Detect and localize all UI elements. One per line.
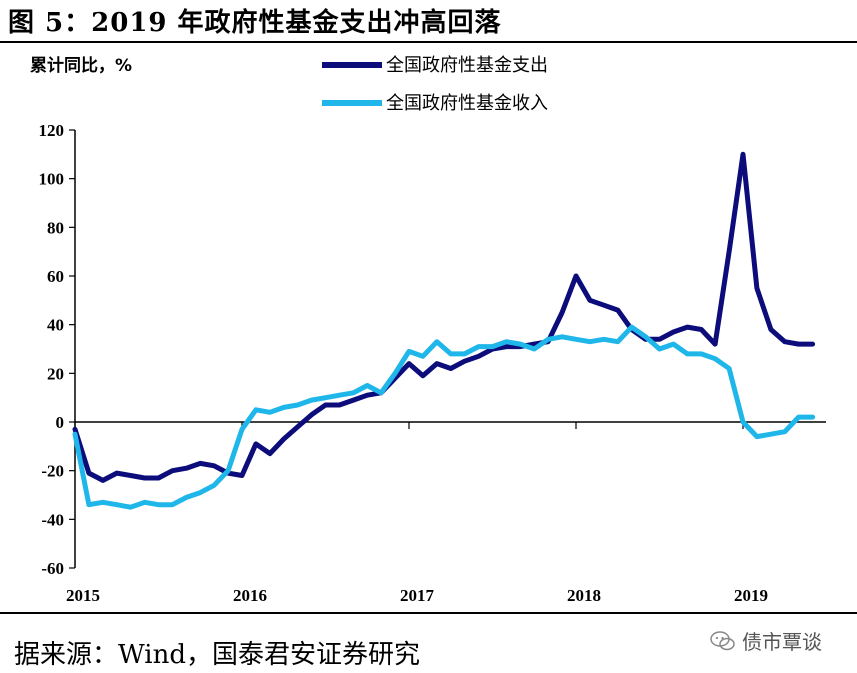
- series-line-1: [72, 151, 816, 483]
- x-tick-label: 2019: [734, 586, 768, 605]
- chart-lines: [72, 151, 816, 510]
- source-note: 据来源：Wind，国泰君安证券研究: [14, 640, 420, 670]
- y-tick-label: 40: [47, 316, 64, 335]
- y-tick-label: 20: [47, 364, 64, 383]
- figure-title: 图 5：2019 年政府性基金支出冲高回落: [8, 8, 502, 38]
- wechat-icon: [710, 630, 735, 650]
- y-tick-label: 80: [47, 218, 64, 237]
- legend-label-2: 全国政府性基金收入: [386, 93, 548, 114]
- y-tick-label: -60: [41, 559, 64, 578]
- y-axis-label: 累计同比，%: [30, 55, 132, 76]
- watermark: 债市覃谈: [710, 626, 822, 655]
- y-tick-label: 120: [39, 121, 65, 140]
- watermark-text: 债市覃谈: [742, 630, 822, 654]
- x-tick-label: 2017: [400, 586, 435, 605]
- x-tick-label: 2016: [233, 586, 267, 605]
- y-tick-label: -40: [41, 510, 64, 529]
- x-tick-label: 2015: [66, 586, 100, 605]
- y-tick-label: 100: [39, 170, 65, 189]
- bottom-rule: [0, 612, 857, 614]
- series-line-2: [72, 324, 816, 510]
- y-tick-label: 0: [56, 413, 65, 432]
- top-rule: [0, 41, 857, 43]
- x-tick-label: 2018: [567, 586, 601, 605]
- legend-label-1: 全国政府性基金支出: [386, 55, 548, 76]
- y-tick-label: -20: [41, 462, 64, 481]
- y-tick-label: 60: [47, 267, 64, 286]
- chart-axes: -60 -40 -20 0 20 40 60 80 100 120 2015 2016 2017 2018…: [39, 121, 826, 605]
